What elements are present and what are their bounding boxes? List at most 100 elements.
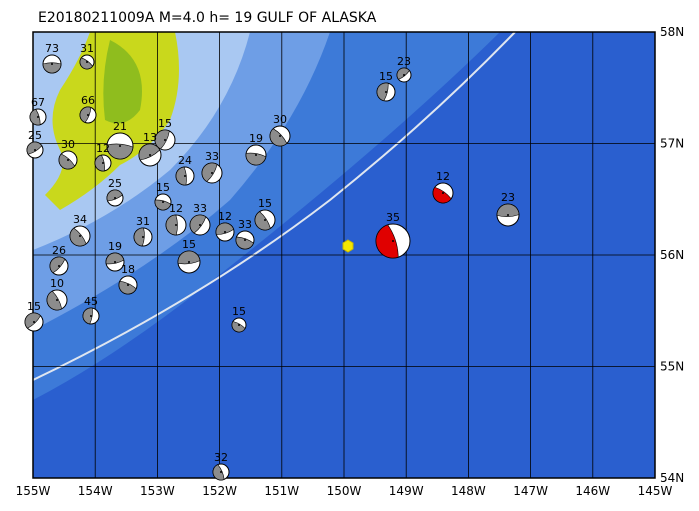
focal-mechanism: 15 xyxy=(231,305,247,333)
depth-label: 25 xyxy=(28,129,42,142)
beachball-center xyxy=(67,159,69,161)
beachball-compression xyxy=(58,153,76,170)
focal-mechanism: 15 xyxy=(24,300,44,332)
beachball-compression xyxy=(175,166,187,186)
focal-mechanism: 73 xyxy=(42,42,62,74)
depth-label: 33 xyxy=(238,218,252,231)
beachball-center xyxy=(385,91,387,93)
depth-label: 10 xyxy=(50,277,64,290)
focal-mechanism: 66 xyxy=(79,94,97,124)
beachball-compression xyxy=(396,67,410,80)
beachball-center xyxy=(142,236,144,238)
focal-mechanism: 15 xyxy=(376,70,396,102)
beachball-center xyxy=(403,74,405,76)
beachball-compression xyxy=(235,236,254,250)
focal-mechanism: 33 xyxy=(189,202,211,236)
depth-label: 12 xyxy=(436,170,450,183)
depth-label: 15 xyxy=(158,117,172,130)
beachball-compression xyxy=(29,108,41,126)
beachball-compression xyxy=(26,141,43,155)
beachball-center xyxy=(392,240,394,242)
beachball-center xyxy=(114,261,116,263)
depth-label: 45 xyxy=(84,295,98,308)
beachball-compression xyxy=(24,312,41,329)
depth-label: 12 xyxy=(96,142,110,155)
beachball-center xyxy=(220,471,222,473)
beachball-compression xyxy=(154,129,170,150)
beachball-compression xyxy=(49,256,66,274)
latitude-label: 55N xyxy=(660,360,684,374)
focal-mechanism: 30 xyxy=(58,138,78,170)
longitude-label: 150W xyxy=(327,484,362,498)
focal-mechanism: 35 xyxy=(375,211,411,259)
beachball-compression xyxy=(105,252,125,265)
beachball-compression xyxy=(154,199,172,211)
depth-label: 13 xyxy=(143,131,157,144)
focal-mechanism: 33 xyxy=(235,218,255,250)
focal-mechanism: 24 xyxy=(175,154,195,186)
beachball-compression xyxy=(133,227,145,247)
map-title: E20180211009A M=4.0 h= 19 GULF OF ALASKA xyxy=(38,10,377,26)
focal-mechanism: 10 xyxy=(46,277,68,311)
focal-mechanism: 23 xyxy=(496,191,520,227)
focal-mechanism: 31 xyxy=(133,215,153,247)
map-frame xyxy=(32,31,656,479)
longitude-label: 146W xyxy=(575,484,610,498)
focal-mechanism: 30 xyxy=(269,113,291,147)
beachball-compression xyxy=(82,307,93,325)
beachball-compression xyxy=(432,186,452,204)
focal-mechanism: 15 xyxy=(254,197,276,231)
beachball-center xyxy=(211,172,213,174)
focal-mechanism: 31 xyxy=(79,42,95,70)
beachball-compression xyxy=(212,464,225,481)
beachball-compression xyxy=(189,214,207,234)
beachball-center xyxy=(164,139,166,141)
beachball-compression xyxy=(42,62,62,74)
beachball-center xyxy=(188,261,190,263)
latitude-label: 57N xyxy=(660,137,684,151)
beachball-center xyxy=(279,135,281,137)
depth-label: 24 xyxy=(178,154,192,167)
depth-label: 30 xyxy=(273,113,287,126)
beachball-compression xyxy=(496,203,520,217)
focal-mechanism: 23 xyxy=(396,55,412,83)
latitude-label: 54N xyxy=(660,471,684,485)
beachball-compression xyxy=(138,143,161,161)
beachball-center xyxy=(238,324,240,326)
beachball-center xyxy=(51,63,53,65)
focal-mechanism: 15 xyxy=(154,117,176,151)
depth-label: 15 xyxy=(379,70,393,83)
depth-label: 21 xyxy=(113,120,127,133)
focal-mechanism: 18 xyxy=(118,263,138,295)
beachball-center xyxy=(87,114,89,116)
beachball-center xyxy=(90,315,92,317)
beachball-compression xyxy=(269,128,288,147)
beachball-center xyxy=(79,235,81,237)
focal-mechanism: 15 xyxy=(177,238,201,274)
depth-label: 26 xyxy=(52,244,66,257)
beachball-center xyxy=(244,239,246,241)
beachball-compression xyxy=(46,290,63,311)
epicenter-marker xyxy=(342,239,354,253)
beachball-compression xyxy=(79,57,93,70)
focal-mechanism: 25 xyxy=(106,177,124,207)
focal-mechanism: 15 xyxy=(154,181,172,211)
beachball-center xyxy=(255,154,257,156)
focal-mechanism: 26 xyxy=(49,244,69,276)
beachball-compression xyxy=(245,152,267,166)
beachball-center xyxy=(86,61,88,63)
longitude-label: 155W xyxy=(16,484,51,498)
beachball-center xyxy=(507,214,509,216)
beachball-center xyxy=(175,224,177,226)
latitude-label: 56N xyxy=(660,248,684,262)
focal-mechanism: 13 xyxy=(138,131,162,167)
beachball-center xyxy=(114,197,116,199)
depth-label: 23 xyxy=(501,191,515,204)
depth-label: 25 xyxy=(108,177,122,190)
beachball-compression xyxy=(106,143,134,160)
beachball-compression xyxy=(201,162,218,182)
depth-label: 23 xyxy=(397,55,411,68)
depth-label: 33 xyxy=(193,202,207,215)
focal-mechanism: 33 xyxy=(201,150,223,184)
longitude-label: 151W xyxy=(264,484,299,498)
